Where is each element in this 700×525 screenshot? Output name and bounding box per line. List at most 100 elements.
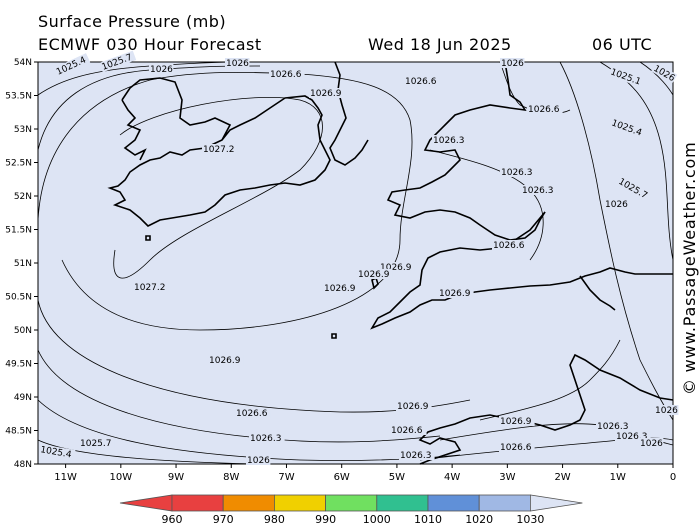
isobar-label-bg <box>396 401 432 411</box>
isobar-label-bg <box>608 66 646 88</box>
isobar-label: 1026 <box>247 456 270 466</box>
isobar-label-bg <box>492 240 528 250</box>
isobar-label-bg <box>616 175 652 203</box>
isobar-label: 1026.3 <box>522 186 554 196</box>
lon-label: 9W <box>168 472 184 483</box>
lat-label: 52N <box>14 192 32 202</box>
isobar-label: 1025.7 <box>80 439 112 449</box>
isobar-lines <box>37 61 674 465</box>
lat-label: 50.5N <box>5 293 32 303</box>
isobar-label-bg <box>79 438 115 448</box>
isobar-line <box>559 61 674 421</box>
isobar-label: 1026.9 <box>439 289 471 299</box>
isobar-line <box>37 71 413 331</box>
isobar-label: 1026 <box>226 59 249 69</box>
isobar-label-bg <box>596 421 632 431</box>
lon-label: 7W <box>278 472 294 483</box>
lon-label: 0 <box>670 472 676 483</box>
isobar-label-bg <box>609 117 647 139</box>
legend-swatch <box>325 494 378 512</box>
isobar-label-bg <box>404 76 440 86</box>
isobar-label: 1026.9 <box>500 417 532 427</box>
map-axes: 54N 53.5N 53N 52.5N 52N 51.5N 51N 50.5N 50N 49.5N… <box>5 58 676 483</box>
isobar-label-bg <box>390 425 426 435</box>
isobar-label-bg <box>438 288 474 298</box>
coastlines <box>107 61 674 465</box>
isobar-label-bg <box>246 455 271 465</box>
valid-time: 06 UTC <box>592 35 653 54</box>
isobar-label-bg <box>323 283 359 293</box>
isobar-label: 1026 <box>605 200 628 210</box>
isobar-label: 1026 <box>501 59 524 69</box>
lon-label: 8W <box>223 472 239 483</box>
legend-swatch <box>222 494 275 512</box>
lat-label: 52.5N <box>5 159 32 169</box>
lat-label: 49N <box>14 393 32 403</box>
coastline-ireland-west <box>121 99 147 161</box>
model-label: ECMWF 030 Hour Forecast <box>38 35 262 54</box>
lon-label: 2W <box>554 472 570 483</box>
isobar-label-bg <box>38 443 76 460</box>
isobar-label: 1026.9 <box>358 270 390 280</box>
pressure-legend: 960 970 980 990 1000 1010 1020 1030 <box>119 494 583 525</box>
isobar-label-bg <box>133 282 169 292</box>
isobar-label: 1026.3 <box>400 451 432 461</box>
legend-tick-label: 960 <box>162 513 183 525</box>
isobar-label: 1026.6 <box>405 77 437 87</box>
isobar-label: 1026.3 <box>501 168 533 178</box>
isobar-label-bg <box>99 50 137 73</box>
isobar-label-bg <box>639 438 664 448</box>
chart-title: Surface Pressure (mb) <box>38 12 227 31</box>
valid-date: Wed 18 Jun 2025 <box>368 35 512 54</box>
isobar-label-bg <box>53 53 91 78</box>
isobar-label-bg <box>357 269 393 279</box>
legend-tick-label: 1000 <box>363 513 391 525</box>
isobar-label: 1027.2 <box>134 283 166 293</box>
isobar-label-bg <box>499 442 535 452</box>
isobar-label: 1026.6 <box>236 409 268 419</box>
lat-label: 53.5N <box>5 92 32 102</box>
lon-label: 11W <box>54 472 77 483</box>
isobar-label-bg <box>527 104 563 114</box>
isobar-label-bg <box>309 88 345 98</box>
isobar-label-bg <box>269 69 305 79</box>
legend-swatch <box>478 494 531 512</box>
isobar-label: 1026 <box>150 65 173 75</box>
isobar-label: 1026.9 <box>380 263 412 273</box>
isobar-label: 1026 <box>640 439 663 449</box>
legend-swatch <box>376 494 429 512</box>
lon-label: 5W <box>389 472 405 483</box>
isobar-label-bg <box>654 405 679 415</box>
isobar-label: 1027.2 <box>203 145 235 155</box>
isobar-label-bg <box>235 408 271 418</box>
isobar-label-bg <box>651 62 678 84</box>
lat-label: 51.5N <box>5 226 32 236</box>
isobar-line <box>479 339 621 421</box>
lon-label: 3W <box>499 472 515 483</box>
legend-tick-label: 1030 <box>516 513 544 525</box>
legend-swatch <box>427 494 480 512</box>
legend-tick-label: 980 <box>264 513 285 525</box>
isobar-label: 1026 <box>655 406 678 416</box>
coastline-wales <box>386 61 546 241</box>
legend-swatch <box>171 494 224 512</box>
isobar-label-bg <box>249 433 285 443</box>
isobar-label: 1026.6 <box>391 426 423 436</box>
lat-label: 48N <box>14 460 32 470</box>
isobar-label-bg <box>499 416 535 426</box>
coastline-southeast <box>579 275 616 311</box>
lat-label: 50N <box>14 326 32 336</box>
isobar-label-bg <box>521 185 557 195</box>
isobar-label: 1026.3 <box>616 432 648 442</box>
legend-tick-label: 1010 <box>414 513 442 525</box>
isobar-label-bg <box>149 64 174 74</box>
map-frame <box>37 61 674 465</box>
isobar-label: 1026.9 <box>209 356 241 366</box>
lat-label: 49.5N <box>5 360 32 370</box>
isobar-label: 1026.3 <box>250 434 282 444</box>
isobar-label-bg <box>615 431 651 441</box>
legend-tick-label: 990 <box>315 513 336 525</box>
legend-tick-label: 970 <box>213 513 234 525</box>
lat-label: 53N <box>14 125 32 135</box>
isobar-label-bg <box>202 144 238 154</box>
